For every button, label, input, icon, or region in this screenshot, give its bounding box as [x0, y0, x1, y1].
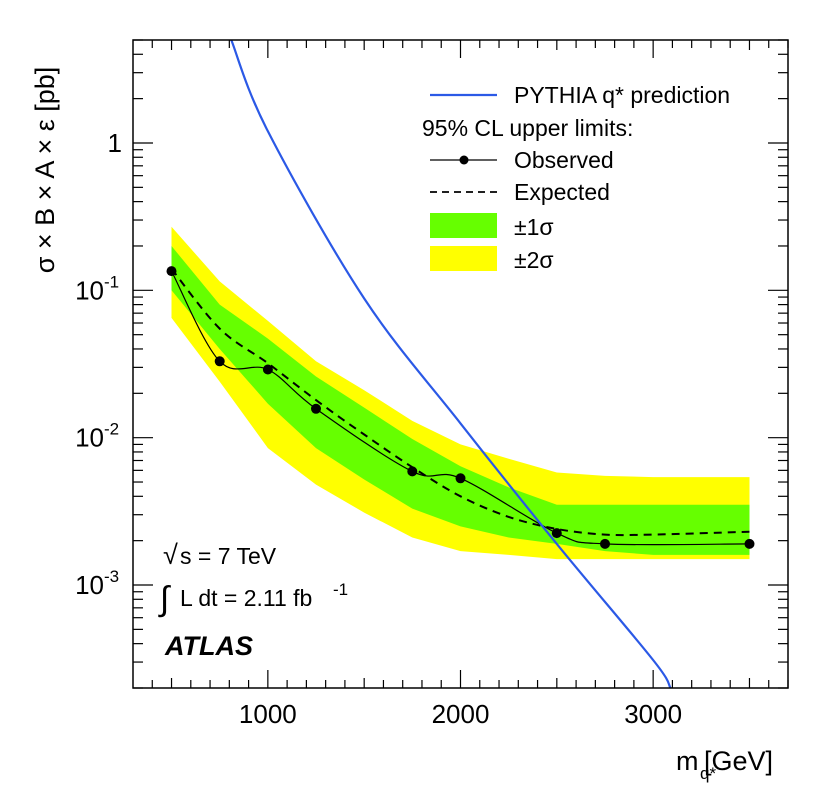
- observed-point: [455, 473, 466, 484]
- x-tick-label: 2000: [432, 699, 490, 729]
- integral-symbol: ∫: [158, 580, 171, 618]
- experiment-label: ATLAS: [164, 631, 253, 661]
- observed-point: [407, 466, 418, 477]
- observed-point: [214, 356, 225, 367]
- legend-swatch-one-sigma: [430, 213, 497, 238]
- legend: PYTHIA q* prediction 95% CL upper limits…: [422, 82, 730, 273]
- y-tick-label: 10: [75, 423, 104, 453]
- legend-swatch-observed-marker: [459, 155, 469, 165]
- luminosity-exponent: -1: [333, 580, 348, 599]
- legend-label-two-sigma: ±2σ: [514, 247, 554, 273]
- y-tick-label-exponent: -3: [104, 567, 119, 586]
- y-tick-label: 10: [75, 275, 104, 305]
- x-axis-title-unit: [GeV]: [704, 746, 773, 776]
- legend-label-observed: Observed: [514, 147, 614, 173]
- x-axis-title-main: m: [676, 746, 699, 776]
- y-tick-label-exponent: -2: [104, 420, 119, 439]
- observed-point: [166, 266, 177, 277]
- x-tick-label: 1000: [239, 699, 297, 729]
- y-tick-label: 10: [75, 570, 104, 600]
- legend-label-one-sigma: ±1σ: [514, 214, 554, 240]
- legend-header: 95% CL upper limits:: [422, 115, 633, 141]
- y-axis-title: σ × B × A × ε [pb]: [30, 67, 60, 274]
- luminosity-label: L dt = 2.11 fb: [180, 585, 312, 611]
- observed-point: [551, 528, 562, 539]
- x-axis-title-sub: q*: [700, 764, 716, 783]
- observed-point: [311, 403, 321, 414]
- legend-swatch-two-sigma: [430, 246, 497, 271]
- sqrt-symbol: √: [163, 540, 178, 570]
- observed-point: [600, 538, 610, 549]
- y-tick-label: 1: [108, 128, 122, 158]
- annotations: √ s = 7 TeV ∫ L dt = 2.11 fb -1 ATLAS: [158, 540, 348, 661]
- band-one-sigma: [171, 246, 750, 555]
- series-expected-line: [170, 268, 750, 537]
- legend-label-pythia: PYTHIA q* prediction: [514, 82, 730, 108]
- band-two-sigma: [171, 226, 750, 560]
- x-axis-title: m q* [GeV]: [676, 746, 773, 783]
- observed-point: [262, 364, 273, 375]
- series-pythia-line: [230, 40, 672, 688]
- energy-label: s = 7 TeV: [180, 543, 277, 569]
- legend-label-expected: Expected: [514, 179, 610, 205]
- observed-point: [744, 538, 755, 549]
- x-tick-label: 3000: [624, 699, 682, 729]
- y-tick-label-exponent: -1: [104, 272, 119, 291]
